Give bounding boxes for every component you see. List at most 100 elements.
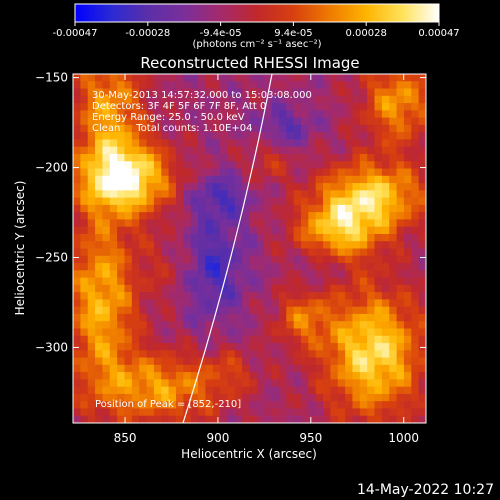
heatmap-cell — [315, 263, 324, 271]
heatmap-cell — [205, 343, 214, 351]
heatmap-cell — [330, 248, 339, 257]
heatmap-cell — [131, 74, 140, 82]
heatmap-cell — [73, 277, 81, 286]
heatmap-cell — [330, 103, 339, 111]
heatmap-cell — [323, 241, 331, 250]
heatmap-cell — [359, 328, 368, 337]
heatmap-cell — [80, 372, 89, 380]
heatmap-cell — [146, 241, 155, 250]
heatmap-cell — [389, 110, 398, 119]
heatmap-cell — [190, 313, 199, 322]
heatmap-cell — [117, 415, 126, 423]
heatmap-cell — [80, 284, 89, 293]
heatmap-cell — [278, 415, 287, 423]
heatmap-cell — [418, 277, 426, 286]
heatmap-cell — [345, 74, 354, 82]
heatmap-cell — [161, 372, 170, 380]
heatmap-cell — [323, 299, 331, 308]
heatmap-cell — [418, 248, 426, 257]
heatmap-cell — [153, 153, 162, 162]
heatmap-cell — [389, 350, 398, 359]
heatmap-cell — [102, 132, 111, 141]
heatmap-cell — [264, 415, 273, 423]
heatmap-cell — [396, 219, 405, 228]
heatmap-cell — [411, 197, 420, 206]
heatmap-cell — [381, 124, 390, 133]
heatmap-cell — [124, 212, 133, 221]
heatmap-cell — [117, 284, 126, 293]
heatmap-cell — [359, 364, 368, 373]
heatmap-cell — [345, 204, 354, 213]
heatmap-cell — [117, 241, 126, 250]
heatmap-cell — [183, 393, 192, 402]
heatmap-cell — [308, 255, 317, 264]
heatmap-cell — [183, 204, 192, 213]
heatmap-cell — [381, 263, 390, 271]
heatmap-cell — [80, 321, 89, 330]
heatmap-cell — [87, 124, 96, 133]
heatmap-cell — [175, 226, 184, 235]
heatmap-cell — [359, 401, 368, 410]
colorbar: -0.00047 -0.00028 -9.4e-05 9.4e-05 0.00028 0.… — [53, 3, 460, 50]
heatmap-cell — [315, 364, 324, 373]
heatmap-cell — [183, 168, 192, 177]
heatmap-cell — [234, 88, 243, 97]
heatmap-cell — [109, 175, 118, 184]
heatmap-cell — [418, 364, 426, 373]
heatmap-cell — [374, 263, 383, 271]
heatmap-cell — [234, 328, 243, 337]
heatmap-cell — [308, 95, 317, 104]
heatmap-cell — [190, 153, 199, 162]
heatmap-cell — [95, 379, 104, 388]
heatmap-cell — [139, 408, 148, 417]
heatmap-cell — [359, 183, 368, 191]
heatmap-cell — [345, 415, 354, 423]
heatmap-cell — [278, 146, 287, 155]
heatmap-cell — [205, 364, 214, 373]
heatmap-cell — [352, 81, 361, 90]
heatmap-cell — [87, 139, 96, 148]
heatmap-cell — [102, 263, 111, 271]
heatmap-cell — [271, 212, 280, 221]
heatmap-cell — [220, 292, 229, 300]
heatmap-cell — [168, 241, 177, 250]
heatmap-cell — [87, 415, 96, 423]
heatmap-cell — [345, 132, 354, 141]
heatmap-cell — [374, 372, 383, 380]
heatmap-cell — [389, 321, 398, 330]
heatmap-cell — [175, 299, 184, 308]
heatmap-cell — [146, 255, 155, 264]
heatmap-cell — [183, 219, 192, 228]
heatmap-cell — [293, 175, 302, 184]
heatmap-cell — [124, 88, 133, 97]
heatmap-cell — [300, 153, 309, 162]
heatmap-cell — [278, 139, 287, 148]
heatmap-cell — [102, 183, 111, 191]
heatmap-cell — [249, 270, 258, 279]
heatmap-cell — [153, 277, 162, 286]
heatmap-cell — [124, 306, 133, 315]
heatmap-cell — [403, 233, 412, 242]
heatmap-cell — [308, 379, 317, 388]
heatmap-cell — [175, 357, 184, 366]
heatmap-cell — [374, 328, 383, 337]
heatmap-cell — [286, 74, 295, 82]
heatmap-cell — [403, 81, 412, 90]
heatmap-cell — [175, 74, 184, 82]
heatmap-cell — [161, 386, 170, 395]
heatmap-cell — [102, 161, 111, 170]
heatmap-cell — [227, 270, 236, 279]
heatmap-cell — [345, 175, 354, 184]
heatmap-cell — [124, 110, 133, 119]
heatmap-cell — [198, 81, 206, 90]
heatmap-cell — [102, 306, 111, 315]
heatmap-cell — [300, 350, 309, 359]
heatmap-cell — [80, 212, 89, 221]
heatmap-cell — [381, 183, 390, 191]
heatmap-cell — [131, 321, 140, 330]
heatmap-cell — [374, 379, 383, 388]
heatmap-cell — [124, 255, 133, 264]
heatmap-cell — [87, 255, 96, 264]
heatmap-cell — [205, 88, 214, 97]
heatmap-cell — [175, 277, 184, 286]
